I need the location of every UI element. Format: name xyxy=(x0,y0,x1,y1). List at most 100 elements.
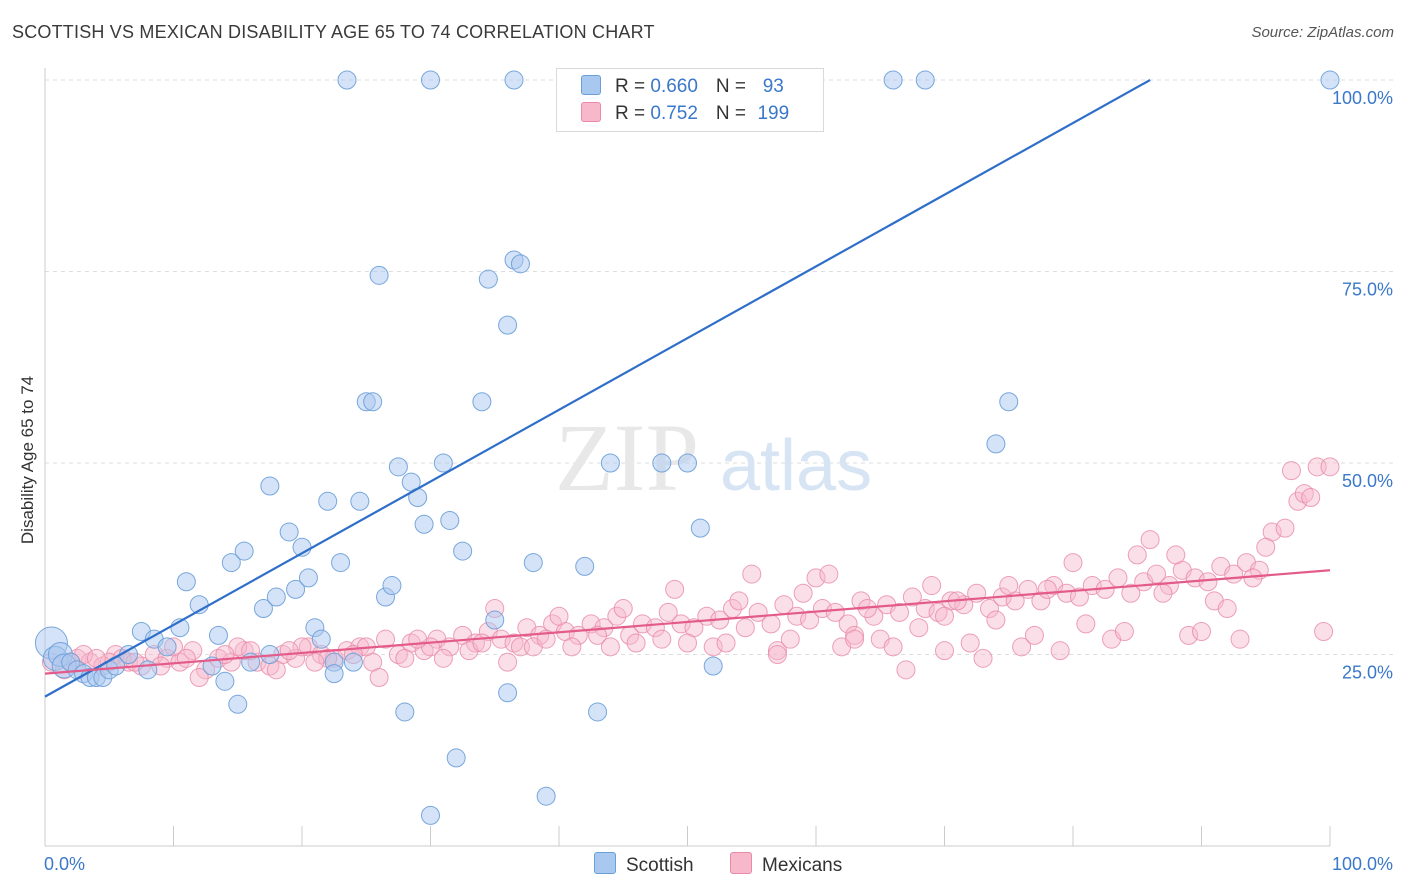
mexicans-point xyxy=(896,660,916,680)
mexicans-point xyxy=(613,599,633,619)
mexicans-point xyxy=(189,667,209,687)
mexicans-point xyxy=(703,637,723,657)
scottish-point xyxy=(157,637,177,657)
legend-r-label: R = xyxy=(615,76,651,97)
scottish-point xyxy=(883,70,903,90)
mexicans-point xyxy=(1031,591,1051,611)
mexicans-point xyxy=(812,599,832,619)
mexicans-point xyxy=(498,652,518,672)
scottish-point xyxy=(703,656,723,676)
legend-label-scottish: Scottish xyxy=(626,855,694,876)
scottish-point xyxy=(536,786,556,806)
mexicans-point xyxy=(1166,545,1186,565)
mexicans-point xyxy=(1301,487,1321,507)
mexicans-point xyxy=(999,576,1019,596)
y-tick-label: 25.0% xyxy=(1342,663,1393,683)
scottish-swatch-icon xyxy=(581,75,601,95)
mexicans-point xyxy=(1314,622,1334,642)
y-tick-label: 50.0% xyxy=(1342,471,1393,491)
scottish-point xyxy=(498,683,518,703)
scottish-point xyxy=(324,664,344,684)
mexicans-point xyxy=(376,629,396,649)
mexicans-point xyxy=(935,606,954,626)
scottish-point xyxy=(215,671,235,691)
mexicans-point xyxy=(1108,568,1128,588)
mexicans-point xyxy=(305,652,325,672)
mexicans-point xyxy=(408,629,428,649)
mexicans-point xyxy=(1121,583,1141,603)
scottish-point xyxy=(986,434,1006,454)
mexicans-point xyxy=(1140,530,1160,550)
scottish-point xyxy=(318,491,338,511)
scottish-point xyxy=(228,694,248,714)
mexicans-point xyxy=(1288,491,1308,511)
scottish-point xyxy=(421,70,440,90)
mexicans-point xyxy=(979,599,999,619)
mexicans-point xyxy=(549,606,569,626)
bottom-legend-scottish: Scottish xyxy=(594,852,694,877)
mexicans-point xyxy=(935,641,954,661)
scottish-point xyxy=(485,610,505,630)
mexicans-point xyxy=(1037,579,1057,599)
mexicans-point xyxy=(1179,625,1199,645)
scottish-point xyxy=(421,805,440,825)
stats-legend: R = 0.660 N = 93 R = 0.752 N = 199 xyxy=(556,68,824,132)
mexicans-point xyxy=(292,637,312,657)
mexicans-swatch-icon xyxy=(581,102,601,122)
scottish-point xyxy=(369,265,389,285)
scottish-point xyxy=(234,541,254,561)
mexicans-point xyxy=(600,637,620,657)
mexicans-point xyxy=(1127,545,1147,565)
mexicans-point xyxy=(588,625,608,645)
scottish-point xyxy=(600,453,620,473)
mexicans-point xyxy=(1114,622,1134,642)
scottish-point xyxy=(504,70,524,90)
scottish-point xyxy=(260,476,280,496)
scottish-point xyxy=(446,748,466,768)
mexicans-point xyxy=(626,633,646,653)
mexicans-point xyxy=(678,633,697,653)
scottish-point xyxy=(388,457,408,477)
scottish-point xyxy=(208,625,228,645)
axes xyxy=(44,68,1331,847)
watermark-zip: ZIP xyxy=(555,404,699,511)
mexicans-point xyxy=(1217,599,1237,619)
mexicans-point xyxy=(1024,625,1044,645)
mexicans-point xyxy=(279,641,299,661)
grid-lines xyxy=(45,79,1395,655)
scottish-point xyxy=(690,518,710,538)
mexicans-trend-line xyxy=(44,569,1331,675)
mexicans-point xyxy=(369,667,389,687)
scottish-point xyxy=(498,315,518,335)
legend-n-label: N = xyxy=(715,76,752,97)
scottish-point xyxy=(138,660,158,680)
mexicans-point xyxy=(909,618,929,638)
mexicans-point xyxy=(658,602,678,622)
scottish-point xyxy=(337,70,357,90)
mexicans-point xyxy=(922,576,942,596)
legend-row-mexicans: R = 0.752 N = 199 xyxy=(581,102,795,126)
mexicans-point xyxy=(1275,518,1295,538)
scottish-point xyxy=(472,392,492,412)
watermark-atlas: atlas xyxy=(720,426,872,506)
scottish-point xyxy=(395,702,415,722)
mexicans-point xyxy=(973,648,993,668)
mexicans-point xyxy=(761,614,781,634)
legend-r-label: R = xyxy=(615,103,651,124)
mexicans-point xyxy=(960,633,980,653)
y-tick-label: 75.0% xyxy=(1342,280,1393,300)
mexicans-point xyxy=(716,633,736,653)
scottish-point xyxy=(652,453,672,473)
mexicans-point xyxy=(472,633,492,653)
mexicans-point xyxy=(819,564,839,584)
scottish-point xyxy=(1320,70,1340,90)
legend-n-value: 199 xyxy=(757,103,790,124)
scottish-point xyxy=(286,579,306,599)
scottish-point xyxy=(176,572,196,592)
mexicans-point xyxy=(433,648,453,668)
mexicans-point xyxy=(562,637,582,657)
chart-title: SCOTTISH VS MEXICAN DISABILITY AGE 65 TO… xyxy=(12,22,655,42)
trend-lines xyxy=(44,79,1331,698)
mexicans-point xyxy=(665,579,685,599)
